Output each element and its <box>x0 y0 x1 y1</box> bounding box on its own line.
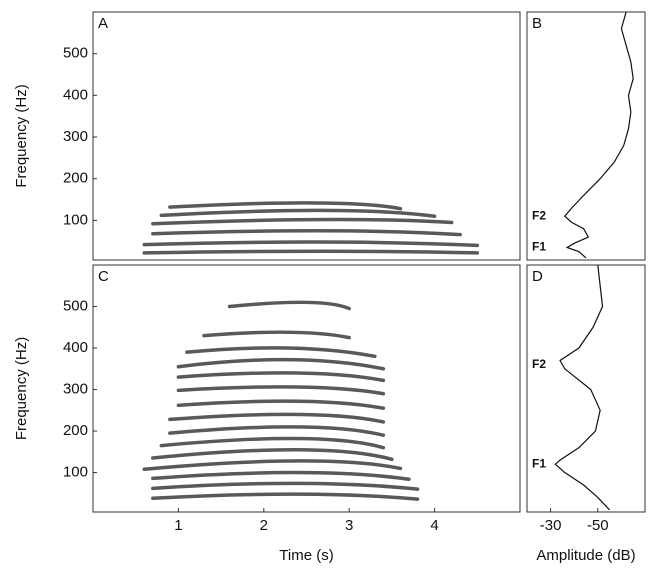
y-tick-label: 200 <box>63 422 88 439</box>
y-tick-label: 100 <box>63 464 88 481</box>
y-tick-label: 500 <box>63 45 88 62</box>
x-axis-label: Amplitude (dB) <box>536 547 635 564</box>
harmonic <box>151 470 411 481</box>
harmonic <box>176 385 386 396</box>
panel-label: D <box>532 268 543 285</box>
spectral-envelope <box>554 264 611 511</box>
harmonic <box>142 459 403 471</box>
formant-label: F1 <box>532 240 546 254</box>
panel-frame <box>92 11 521 261</box>
panel-label: C <box>98 268 109 285</box>
harmonic <box>142 240 480 248</box>
panel-label: A <box>98 15 108 32</box>
y-axis-label: Frequency (Hz) <box>13 337 30 440</box>
x-tick-label: 4 <box>430 517 438 534</box>
harmonic <box>159 208 437 218</box>
harmonic <box>151 217 454 226</box>
harmonic <box>185 346 377 359</box>
y-tick-label: 300 <box>63 128 88 145</box>
x-axis-label: Time (s) <box>279 547 333 564</box>
harmonic <box>142 249 480 255</box>
y-tick-label: 400 <box>63 86 88 103</box>
panel-frame <box>526 11 646 261</box>
x-tick-label: -50 <box>587 517 609 534</box>
x-tick-label: 2 <box>260 517 268 534</box>
panel-frame <box>526 264 646 513</box>
formant-label: F2 <box>532 208 546 222</box>
harmonic <box>168 412 386 424</box>
y-tick-label: 500 <box>63 297 88 314</box>
harmonic <box>227 300 351 311</box>
x-tick-label: -30 <box>540 517 562 534</box>
spectral-envelope <box>563 11 634 259</box>
panel-label: B <box>532 15 542 32</box>
y-axis-label: Frequency (Hz) <box>13 84 30 187</box>
formant-label: F2 <box>532 357 546 371</box>
harmonic <box>176 399 386 410</box>
panel-frame <box>92 264 521 513</box>
harmonic <box>202 330 351 340</box>
harmonic <box>151 447 394 462</box>
harmonic <box>159 436 386 450</box>
y-tick-label: 200 <box>63 170 88 187</box>
harmonic <box>151 229 462 237</box>
harmonic <box>151 492 420 501</box>
harmonic <box>168 425 386 437</box>
y-tick-label: 400 <box>63 339 88 356</box>
x-tick-label: 3 <box>345 517 353 534</box>
x-tick-label: 1 <box>174 517 182 534</box>
formant-label: F1 <box>532 456 546 470</box>
y-tick-label: 100 <box>63 211 88 228</box>
harmonic <box>168 201 403 211</box>
harmonic <box>176 357 386 371</box>
harmonic <box>176 371 386 383</box>
harmonic <box>151 481 420 491</box>
y-tick-label: 300 <box>63 381 88 398</box>
